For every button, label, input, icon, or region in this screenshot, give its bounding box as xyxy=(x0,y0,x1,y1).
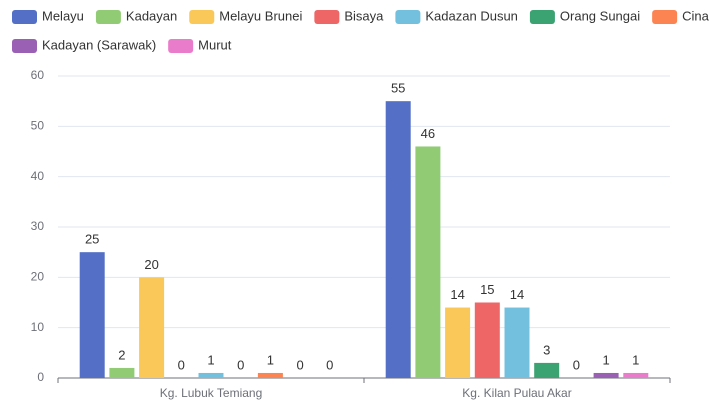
bar xyxy=(257,372,283,378)
data-label: 3 xyxy=(543,342,550,357)
data-label: 1 xyxy=(632,352,639,367)
bar xyxy=(445,307,471,378)
data-label: 15 xyxy=(480,282,494,297)
legend-swatch xyxy=(189,10,215,24)
bar xyxy=(139,277,165,378)
y-tick-label: 50 xyxy=(31,119,45,133)
data-label: 25 xyxy=(85,232,99,247)
data-label: 14 xyxy=(450,287,464,302)
data-label: 1 xyxy=(267,352,274,367)
legend-swatch xyxy=(529,10,555,24)
data-label: 0 xyxy=(296,357,303,372)
data-label: 0 xyxy=(237,357,244,372)
bar xyxy=(79,252,105,378)
data-label: 20 xyxy=(144,257,158,272)
bar xyxy=(474,302,500,378)
bar xyxy=(504,307,530,378)
x-tick-label: Kg. Kilan Pulau Akar xyxy=(462,386,571,400)
legend-label: Orang Sungai xyxy=(560,8,640,23)
data-label: 46 xyxy=(421,126,435,141)
data-label: 0 xyxy=(573,357,580,372)
legend-swatch xyxy=(95,10,121,24)
bar xyxy=(623,372,649,378)
data-label: 1 xyxy=(602,352,609,367)
legend-label: Murut xyxy=(198,37,232,52)
y-tick-label: 30 xyxy=(31,219,45,233)
data-label: 2 xyxy=(118,347,125,362)
data-label: 0 xyxy=(326,357,333,372)
x-tick-label: Kg. Lubuk Temiang xyxy=(160,386,263,400)
legend-label: Kadayan xyxy=(126,8,177,23)
legend-swatch xyxy=(168,39,194,53)
legend-label: Bisaya xyxy=(344,8,384,23)
legend-label: Kadayan (Sarawak) xyxy=(42,37,156,52)
bar xyxy=(593,372,619,378)
bar xyxy=(385,101,411,379)
legend-label: Melayu Brunei xyxy=(219,8,302,23)
bar xyxy=(109,367,135,378)
y-tick-label: 20 xyxy=(31,270,45,284)
legend-swatch xyxy=(12,10,37,24)
bar xyxy=(415,146,441,378)
legend-label: Melayu xyxy=(42,8,84,23)
data-label: 14 xyxy=(510,287,524,302)
legend-swatch xyxy=(652,10,678,24)
data-label: 55 xyxy=(391,81,405,96)
bar xyxy=(198,372,224,378)
y-tick-label: 0 xyxy=(37,370,44,384)
data-label: 0 xyxy=(178,357,185,372)
legend-swatch xyxy=(395,10,421,24)
bar xyxy=(534,362,560,378)
data-label: 1 xyxy=(207,352,214,367)
legend-swatch xyxy=(12,39,37,53)
legend-label: Kadazan Dusun xyxy=(425,8,518,23)
y-tick-label: 40 xyxy=(31,169,45,183)
legend-label: Cina xyxy=(682,8,710,23)
y-tick-label: 60 xyxy=(31,68,45,82)
legend-swatch xyxy=(314,10,340,24)
y-tick-label: 10 xyxy=(31,320,45,334)
